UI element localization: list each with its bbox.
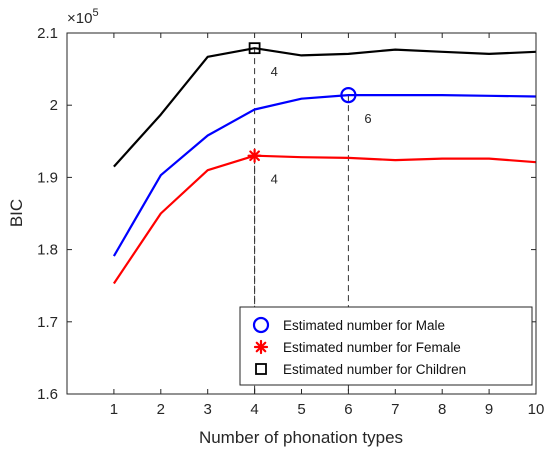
legend-marker-asterisk bbox=[253, 339, 269, 355]
x-tick-label: 3 bbox=[204, 401, 212, 418]
y-tick-label: 2.1 bbox=[37, 25, 58, 42]
x-tick-label: 7 bbox=[391, 401, 399, 418]
data-layer: 4 6 4 bbox=[112, 42, 537, 394]
x-tick-label: 9 bbox=[485, 401, 493, 418]
legend-label: Estimated number for Male bbox=[283, 318, 445, 333]
y-exponent-base: ×10 bbox=[67, 10, 92, 27]
series-line-female bbox=[112, 154, 537, 285]
estimate-marker-male bbox=[340, 86, 357, 104]
y-tick-label: 1.9 bbox=[37, 169, 58, 186]
legend-marker-circle bbox=[252, 316, 270, 334]
y-exponent-power: 5 bbox=[92, 7, 98, 19]
x-tick-label: 6 bbox=[344, 401, 352, 418]
x-tick-label: 2 bbox=[157, 401, 165, 418]
y-tick-label: 1.8 bbox=[37, 242, 58, 259]
estimate-marker-children bbox=[248, 42, 261, 55]
y-tick-label: 1.7 bbox=[37, 314, 58, 331]
y-tick-label: 1.6 bbox=[37, 386, 58, 403]
annotation-female: 4 bbox=[271, 172, 278, 187]
y-exponent-label: ×105 bbox=[67, 7, 99, 27]
y-axis-title: BIC bbox=[7, 199, 26, 227]
series-line-children bbox=[113, 47, 537, 168]
annotation-children: 4 bbox=[271, 64, 278, 79]
x-tick-label: 4 bbox=[250, 401, 258, 418]
legend-items: Estimated number for Male Estimated numbe… bbox=[252, 316, 466, 377]
legend: Estimated number for Male Estimated numbe… bbox=[239, 306, 533, 386]
x-tick-label: 5 bbox=[297, 401, 305, 418]
x-tick-label: 8 bbox=[438, 401, 446, 418]
annotation-male: 6 bbox=[364, 111, 371, 126]
legend-label: Estimated number for Children bbox=[283, 362, 466, 377]
x-tick-label: 10 bbox=[528, 401, 545, 418]
x-tick-label: 1 bbox=[110, 401, 118, 418]
ticks-layer: 1 2 3 4 5 6 7 8 9 10 1.6 1.7 1.8 1.9 2 2.1 bbox=[37, 25, 544, 418]
legend-marker-square bbox=[255, 363, 267, 375]
legend-label: Estimated number for Female bbox=[283, 340, 461, 355]
series-line-male bbox=[112, 93, 537, 257]
legend-box bbox=[239, 306, 533, 386]
estimate-marker-female bbox=[247, 148, 262, 163]
x-axis-title: Number of phonation types bbox=[199, 428, 403, 447]
y-tick-label: 2 bbox=[50, 97, 58, 114]
